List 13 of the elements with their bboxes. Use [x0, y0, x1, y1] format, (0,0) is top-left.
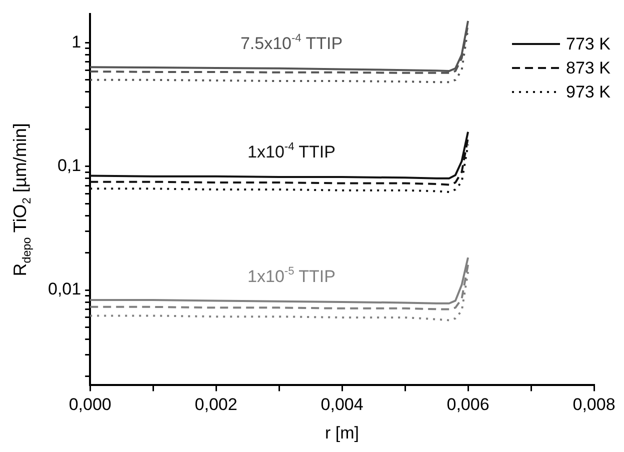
y-tick-label: 0,1	[57, 156, 82, 176]
legend-label: 873 K	[566, 58, 612, 78]
legend-label: 773 K	[566, 34, 612, 54]
y-axis-title: Rdepo TiO2 [µm/min]	[10, 123, 34, 276]
y-tick-label: 1	[72, 32, 82, 52]
x-tick-label: 0,004	[320, 395, 364, 414]
x-axis-title: r [m]	[325, 423, 360, 442]
y-tick-label: 0,01	[48, 280, 82, 299]
x-tick-label: 0,002	[194, 395, 238, 414]
x-tick-label: 0,006	[446, 395, 490, 414]
legend-label: 973 K	[566, 82, 612, 102]
x-tick-label: 0,008	[572, 395, 616, 414]
x-tick-label: 0,000	[68, 395, 112, 414]
